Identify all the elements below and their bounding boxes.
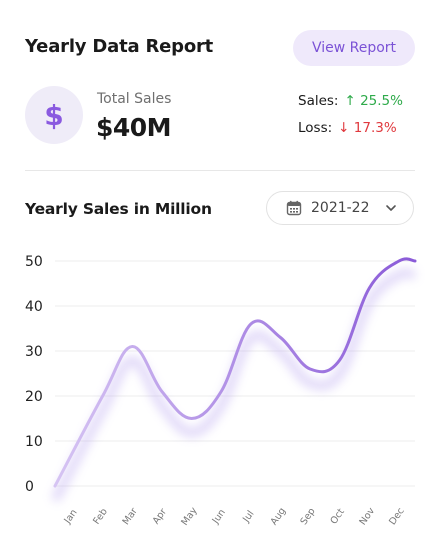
loss-change: ↓ 17.3% bbox=[338, 120, 397, 136]
total-sales-label: Total Sales bbox=[97, 91, 172, 107]
dollar-icon: $ bbox=[25, 86, 83, 144]
calendar-icon bbox=[286, 200, 302, 216]
sales-label: Sales: bbox=[298, 93, 339, 109]
data-point bbox=[278, 336, 282, 340]
data-point bbox=[249, 322, 253, 326]
x-tick-label: Jun bbox=[210, 507, 228, 526]
x-tick-label: Apr bbox=[151, 507, 169, 527]
sales-stat: Sales: ↑ 25.5% bbox=[298, 93, 403, 109]
x-tick-label: Dec bbox=[387, 506, 407, 527]
data-point bbox=[160, 390, 164, 394]
year-select[interactable]: 2021-22 bbox=[266, 191, 414, 225]
divider bbox=[25, 170, 415, 171]
chart-title: Yearly Sales in Million bbox=[25, 200, 212, 218]
y-tick-label: 40 bbox=[25, 299, 43, 315]
data-point bbox=[397, 259, 401, 263]
data-point bbox=[190, 417, 194, 421]
loss-label: Loss: bbox=[298, 120, 333, 136]
series-line-shadow bbox=[51, 268, 416, 503]
y-tick-label: 30 bbox=[25, 344, 43, 360]
chevron-down-icon bbox=[386, 205, 396, 211]
page-title: Yearly Data Report bbox=[25, 36, 214, 57]
x-tick-label: Jan bbox=[62, 507, 80, 526]
view-report-button[interactable]: View Report bbox=[293, 30, 415, 66]
data-point bbox=[338, 358, 342, 362]
x-tick-label: May bbox=[179, 505, 199, 528]
x-tick-label: Jul bbox=[240, 509, 256, 526]
data-point bbox=[53, 484, 57, 488]
y-tick-label: 20 bbox=[25, 389, 43, 405]
y-tick-label: 0 bbox=[25, 479, 34, 495]
data-point bbox=[367, 286, 371, 290]
x-tick-label: Feb bbox=[91, 507, 110, 527]
total-sales-value: $40M bbox=[96, 113, 172, 142]
year-select-value: 2021-22 bbox=[311, 200, 370, 216]
loss-stat: Loss: ↓ 17.3% bbox=[298, 120, 397, 136]
x-tick-label: Nov bbox=[357, 506, 377, 528]
x-tick-label: Aug bbox=[269, 506, 289, 528]
data-point bbox=[308, 367, 312, 371]
y-tick-label: 50 bbox=[25, 254, 43, 270]
y-tick-label: 10 bbox=[25, 434, 43, 450]
series-line bbox=[53, 257, 417, 488]
sales-change: ↑ 25.5% bbox=[344, 93, 403, 109]
x-tick-label: Sep bbox=[298, 506, 317, 527]
sales-line-chart: 0 10 20 30 40 50 Jan Feb Mar Apr May Jun Jul Aug Sep Oc… bbox=[25, 254, 417, 528]
data-point bbox=[130, 345, 134, 349]
data-point bbox=[219, 390, 223, 394]
data-point bbox=[101, 394, 105, 398]
x-tick-label: Mar bbox=[121, 506, 140, 527]
x-tick-label: Oct bbox=[328, 506, 347, 526]
